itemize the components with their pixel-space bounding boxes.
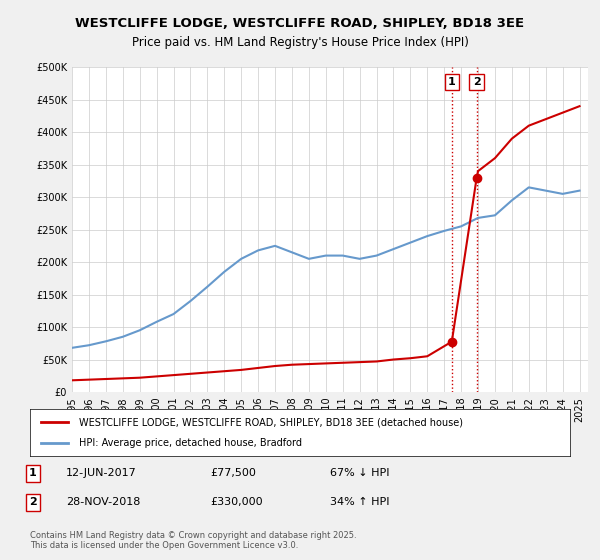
Text: £77,500: £77,500	[210, 468, 256, 478]
Text: 28-NOV-2018: 28-NOV-2018	[66, 497, 140, 507]
Text: Price paid vs. HM Land Registry's House Price Index (HPI): Price paid vs. HM Land Registry's House …	[131, 36, 469, 49]
Text: WESTCLIFFE LODGE, WESTCLIFFE ROAD, SHIPLEY, BD18 3EE (detached house): WESTCLIFFE LODGE, WESTCLIFFE ROAD, SHIPL…	[79, 417, 463, 427]
Text: HPI: Average price, detached house, Bradford: HPI: Average price, detached house, Brad…	[79, 438, 302, 448]
Text: 12-JUN-2017: 12-JUN-2017	[66, 468, 137, 478]
Text: 34% ↑ HPI: 34% ↑ HPI	[330, 497, 389, 507]
Text: 67% ↓ HPI: 67% ↓ HPI	[330, 468, 389, 478]
Text: 2: 2	[473, 77, 481, 87]
Text: WESTCLIFFE LODGE, WESTCLIFFE ROAD, SHIPLEY, BD18 3EE: WESTCLIFFE LODGE, WESTCLIFFE ROAD, SHIPL…	[76, 17, 524, 30]
Text: £330,000: £330,000	[210, 497, 263, 507]
Text: 1: 1	[448, 77, 455, 87]
Text: 1: 1	[29, 468, 37, 478]
Text: 2: 2	[29, 497, 37, 507]
Text: Contains HM Land Registry data © Crown copyright and database right 2025.
This d: Contains HM Land Registry data © Crown c…	[30, 530, 356, 550]
